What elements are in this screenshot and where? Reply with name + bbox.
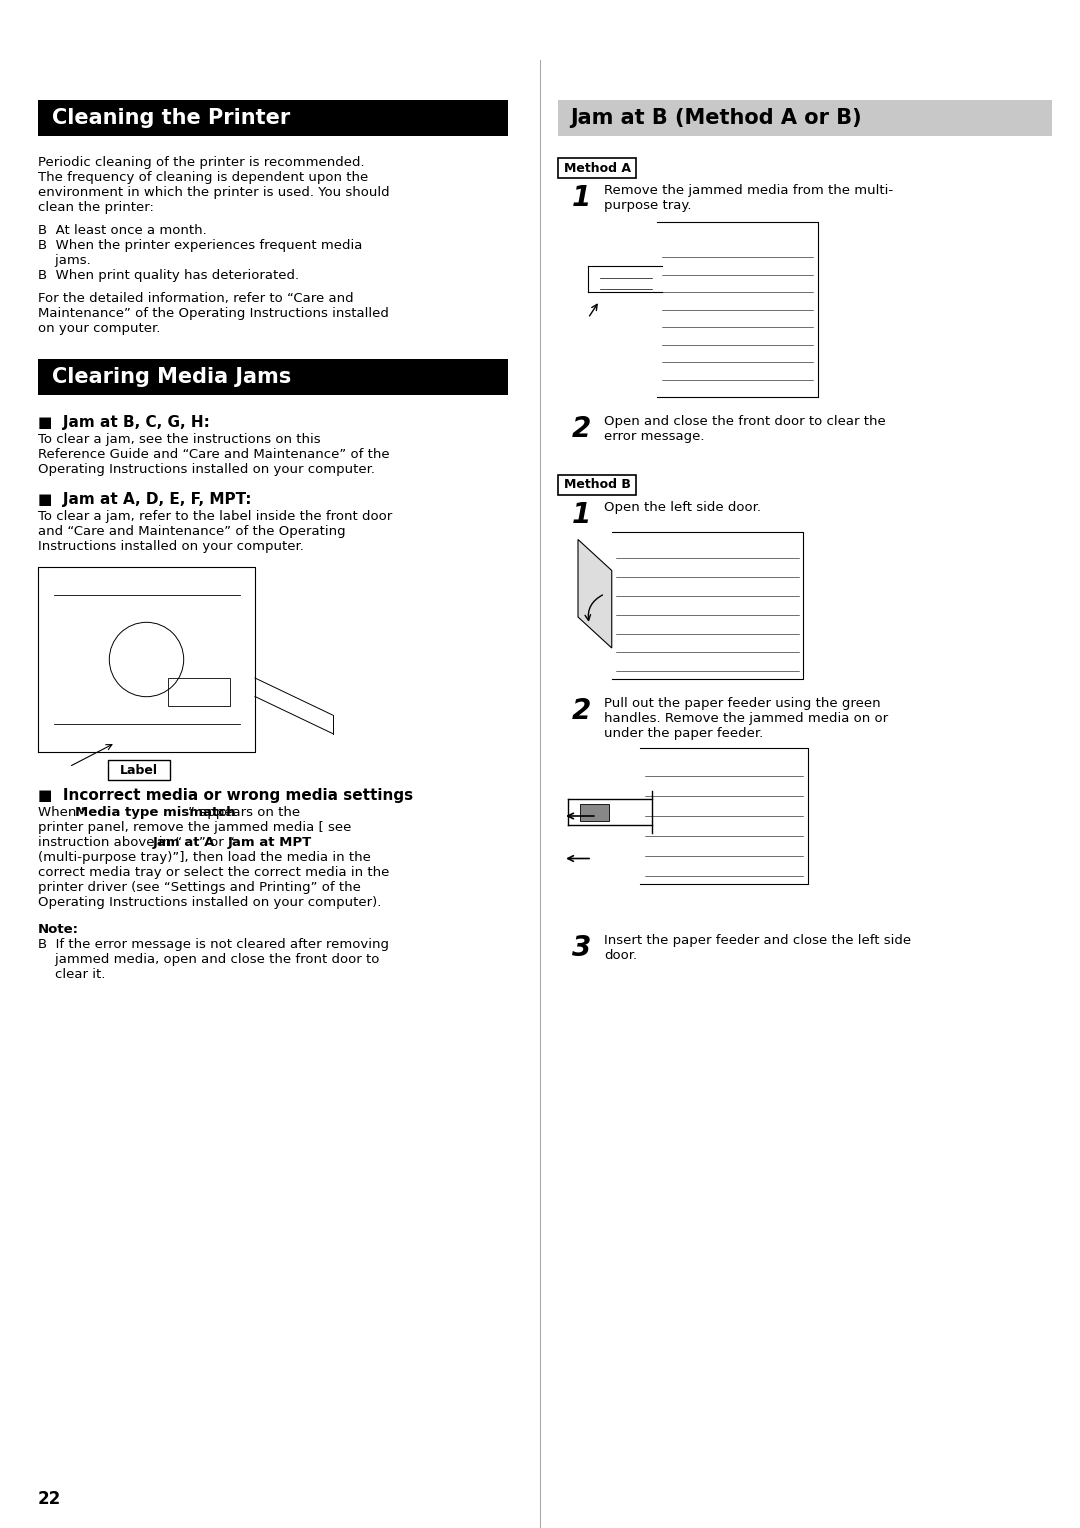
- Text: Periodic cleaning of the printer is recommended.: Periodic cleaning of the printer is reco…: [38, 156, 365, 170]
- Text: purpose tray.: purpose tray.: [604, 199, 691, 212]
- Text: printer driver (see “Settings and Printing” of the: printer driver (see “Settings and Printi…: [38, 882, 361, 894]
- Bar: [558, 475, 636, 495]
- Text: Open the left side door.: Open the left side door.: [604, 501, 761, 513]
- Text: 2: 2: [572, 697, 591, 724]
- Text: Operating Instructions installed on your computer.: Operating Instructions installed on your…: [38, 463, 375, 477]
- Text: 2: 2: [572, 416, 591, 443]
- Text: The frequency of cleaning is dependent upon the: The frequency of cleaning is dependent u…: [38, 171, 368, 183]
- Text: 1: 1: [572, 183, 591, 212]
- Text: jams.: jams.: [38, 254, 91, 267]
- Text: Media type mismatch: Media type mismatch: [75, 805, 235, 819]
- Text: Maintenance” of the Operating Instructions installed: Maintenance” of the Operating Instructio…: [38, 307, 389, 319]
- Text: Clearing Media Jams: Clearing Media Jams: [52, 367, 292, 387]
- Text: printer panel, remove the jammed media [ see: printer panel, remove the jammed media […: [38, 821, 351, 834]
- Text: B  If the error message is not cleared after removing: B If the error message is not cleared af…: [38, 938, 389, 950]
- Text: To clear a jam, see the instructions on this: To clear a jam, see the instructions on …: [38, 432, 321, 446]
- Bar: [558, 99, 1052, 136]
- Text: ■  Jam at B, C, G, H:: ■ Jam at B, C, G, H:: [38, 416, 210, 429]
- Text: 1: 1: [572, 501, 591, 529]
- Text: correct media tray or select the correct media in the: correct media tray or select the correct…: [38, 866, 390, 879]
- Text: Instructions installed on your computer.: Instructions installed on your computer.: [38, 539, 303, 553]
- Text: ■  Incorrect media or wrong media settings: ■ Incorrect media or wrong media setting…: [38, 788, 414, 804]
- Text: Jam at MPT: Jam at MPT: [228, 836, 312, 850]
- Text: and “Care and Maintenance” of the Operating: and “Care and Maintenance” of the Operat…: [38, 526, 346, 538]
- Text: Cleaning the Printer: Cleaning the Printer: [52, 108, 291, 128]
- Text: Operating Instructions installed on your computer).: Operating Instructions installed on your…: [38, 895, 381, 909]
- Bar: [38, 99, 508, 136]
- Text: Reference Guide and “Care and Maintenance” of the: Reference Guide and “Care and Maintenanc…: [38, 448, 390, 461]
- Text: Method A: Method A: [564, 162, 631, 174]
- Text: Jam at B (Method A or B): Jam at B (Method A or B): [570, 108, 862, 128]
- Polygon shape: [578, 539, 611, 648]
- Text: handles. Remove the jammed media on or: handles. Remove the jammed media on or: [604, 712, 888, 724]
- Text: Label: Label: [120, 764, 158, 776]
- Text: When “: When “: [38, 805, 87, 819]
- Text: clear it.: clear it.: [38, 969, 106, 981]
- Text: Note:: Note:: [38, 923, 79, 937]
- Text: on your computer.: on your computer.: [38, 322, 160, 335]
- Text: under the paper feeder.: under the paper feeder.: [604, 727, 764, 740]
- Text: Open and close the front door to clear the: Open and close the front door to clear t…: [604, 416, 886, 428]
- Text: (multi-purpose tray)”], then load the media in the: (multi-purpose tray)”], then load the me…: [38, 851, 370, 863]
- Text: clean the printer:: clean the printer:: [38, 202, 153, 214]
- Text: For the detailed information, refer to “Care and: For the detailed information, refer to “…: [38, 292, 353, 306]
- Text: Insert the paper feeder and close the left side: Insert the paper feeder and close the le…: [604, 934, 912, 947]
- Text: B  At least once a month.: B At least once a month.: [38, 225, 206, 237]
- Text: B  When print quality has deteriorated.: B When print quality has deteriorated.: [38, 269, 299, 283]
- Bar: [558, 157, 636, 177]
- Text: 22: 22: [38, 1490, 62, 1508]
- Bar: [580, 804, 609, 821]
- Text: ” or “: ” or “: [199, 836, 234, 850]
- Bar: [38, 359, 508, 396]
- Text: ” appears on the: ” appears on the: [188, 805, 300, 819]
- Text: environment in which the printer is used. You should: environment in which the printer is used…: [38, 186, 390, 199]
- Text: Pull out the paper feeder using the green: Pull out the paper feeder using the gree…: [604, 697, 880, 711]
- Text: instruction above in “: instruction above in “: [38, 836, 183, 850]
- Text: door.: door.: [604, 949, 637, 963]
- Text: jammed media, open and close the front door to: jammed media, open and close the front d…: [38, 953, 379, 966]
- Text: ■  Jam at A, D, E, F, MPT:: ■ Jam at A, D, E, F, MPT:: [38, 492, 252, 507]
- Text: 3: 3: [572, 934, 591, 963]
- Text: To clear a jam, refer to the label inside the front door: To clear a jam, refer to the label insid…: [38, 510, 392, 523]
- Bar: [108, 759, 170, 779]
- Text: B  When the printer experiences frequent media: B When the printer experiences frequent …: [38, 238, 363, 252]
- Text: Jam at A: Jam at A: [153, 836, 215, 850]
- Bar: [168, 678, 230, 706]
- Text: Method B: Method B: [564, 478, 631, 492]
- Text: Remove the jammed media from the multi-: Remove the jammed media from the multi-: [604, 183, 893, 197]
- Text: error message.: error message.: [604, 429, 704, 443]
